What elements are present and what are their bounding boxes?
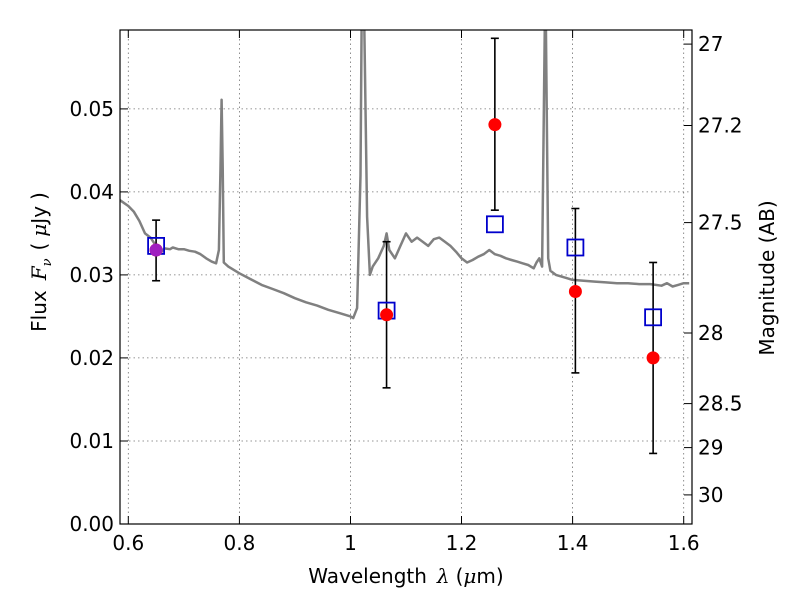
y2-tick-label: 27: [698, 32, 723, 56]
y2-tick-label: 27.2: [698, 114, 743, 138]
y-tick-label: 0.00: [69, 512, 114, 536]
y2-axis-title: Magnitude (AB): [755, 200, 779, 355]
y2-tick-label: 27.5: [698, 211, 743, 235]
y-tick-label: 0.04: [69, 180, 114, 204]
y2-tick-label: 29: [698, 436, 723, 460]
data-layer: [120, 30, 690, 455]
y-axis-title: FluxFν(μJy): [27, 192, 55, 332]
x-tick-label: 0.8: [223, 531, 255, 555]
x-tick-label: 1.2: [446, 531, 478, 555]
y2-tick-label: 30: [698, 483, 723, 507]
x-tick-label: 1.4: [557, 531, 589, 555]
y-tick-label: 0.01: [69, 429, 114, 453]
y-tick-label: 0.05: [69, 97, 114, 121]
y-tick-label: 0.02: [69, 346, 114, 370]
observed-point: [380, 308, 394, 322]
model-spectrum-line: [120, 30, 690, 320]
y2-tick-label: 28: [698, 321, 723, 345]
x-tick-label: 1: [344, 531, 357, 555]
y-tick-label: 0.03: [69, 263, 114, 287]
ticks: 0.6 0.8 1 1.2 1.4 1.6 0.00 0.01 0.02 0.03 0.04 0.05…: [69, 30, 743, 555]
observed-point: [568, 285, 582, 298]
model-square-marker: [566, 238, 585, 257]
model-square-marker: [485, 215, 504, 234]
overlap-point: [149, 243, 163, 257]
x-axis-title: Wavelength λ (μm): [308, 564, 503, 588]
observed-point: [488, 118, 502, 132]
y2-tick-label: 28.5: [698, 392, 743, 416]
observed-point: [646, 351, 660, 365]
x-tick-label: 0.6: [112, 531, 144, 555]
plot-frame: [119, 29, 693, 525]
model-square-marker: [644, 308, 662, 327]
x-tick-label: 1.6: [668, 531, 700, 555]
